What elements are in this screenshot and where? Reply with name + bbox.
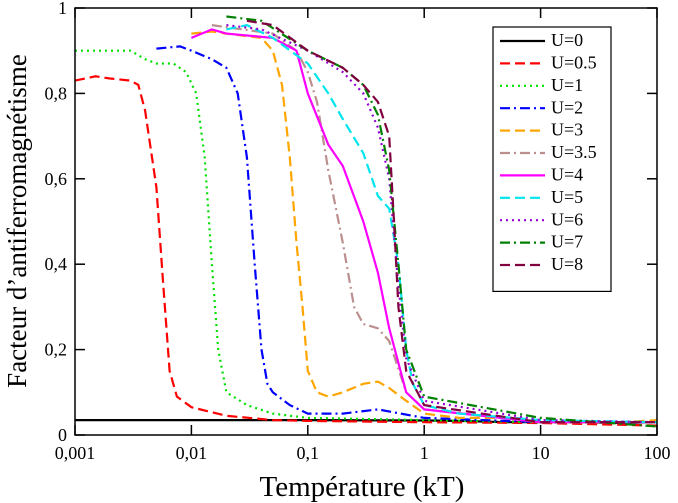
series-line xyxy=(226,24,657,424)
x-tick-label: 100 xyxy=(644,443,671,463)
legend-label: U=3.5 xyxy=(551,142,597,162)
legend-label: U=1 xyxy=(551,75,583,95)
y-tick-label: 0,8 xyxy=(45,83,68,103)
legend-label: U=4 xyxy=(551,165,583,185)
legend-label: U=6 xyxy=(551,209,583,229)
series-line xyxy=(191,30,657,424)
x-axis-label: Température (kT) xyxy=(260,471,465,503)
series-line xyxy=(246,19,657,424)
y-tick-label: 0 xyxy=(58,425,67,445)
y-tick-label: 0,4 xyxy=(45,254,68,274)
y-tick-label: 0,2 xyxy=(45,340,68,360)
x-tick-label: 1 xyxy=(420,443,429,463)
plot-frame xyxy=(74,7,658,436)
x-tick-label: 10 xyxy=(532,443,550,463)
series-line xyxy=(190,28,657,424)
series-line xyxy=(75,75,657,427)
legend-label: U=7 xyxy=(551,232,583,252)
y-axis-label: Facteur d’antiferromagnétisme xyxy=(2,54,32,388)
series-line xyxy=(156,45,657,424)
y-tick-label: 1 xyxy=(58,0,67,18)
legend-box xyxy=(492,26,612,292)
x-tick-label: 0,1 xyxy=(297,443,320,463)
x-tick-label: 0,01 xyxy=(176,443,208,463)
series-line xyxy=(75,49,657,424)
legend-label: U=8 xyxy=(551,254,583,274)
x-tick-label: 0,001 xyxy=(55,443,96,463)
series-line xyxy=(211,24,657,424)
legend-label: U=0 xyxy=(551,30,583,50)
legend-label: U=5 xyxy=(551,187,583,207)
y-tick-label: 0,6 xyxy=(45,169,68,189)
legend-label: U=2 xyxy=(551,97,583,117)
legend-label: U=3 xyxy=(551,120,583,140)
legend-label: U=0.5 xyxy=(551,53,597,73)
